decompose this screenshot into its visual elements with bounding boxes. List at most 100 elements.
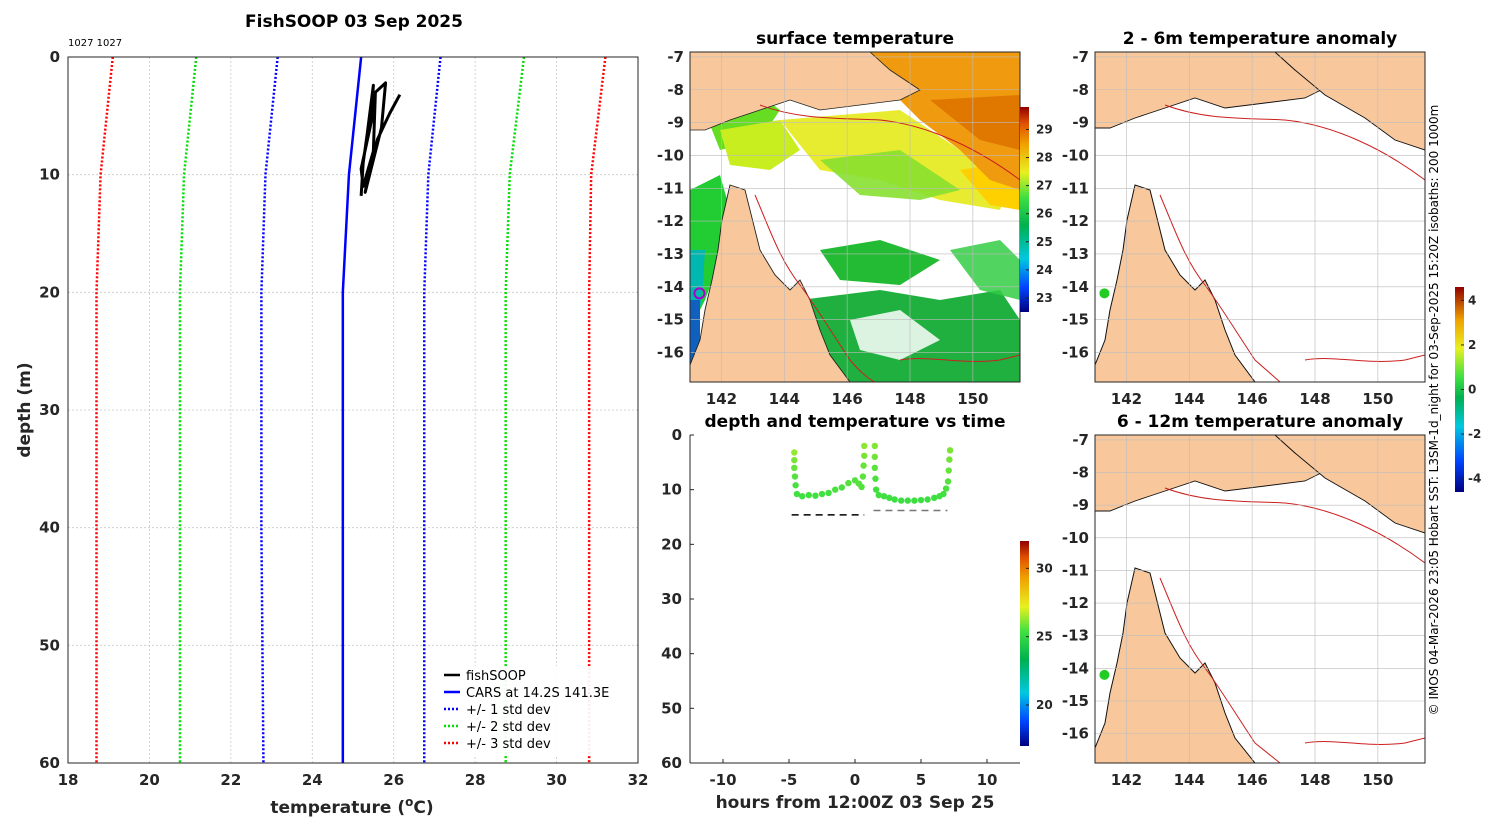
map-lat-label: -11 (1062, 561, 1089, 579)
map-lon-label: 144 (769, 390, 800, 408)
timeseries-colorbar-label: 25 (1036, 630, 1053, 644)
map-lon-label: 142 (706, 390, 737, 408)
sst-patch-warm-yellow (720, 120, 800, 170)
profile-ytick-label: 0 (50, 48, 60, 66)
timeseries-point-0 (818, 490, 826, 498)
profile-series-line-4-upper (587, 56, 607, 763)
map-lon-label: 146 (831, 390, 862, 408)
timeseries-point-1 (871, 464, 878, 471)
map-lon-label: 144 (1174, 390, 1205, 408)
timeseries-point-0 (791, 449, 798, 456)
timeseries-plot: depth and temperature vs time -10 -5 0 5 10 0… (661, 412, 1053, 813)
legend-item-fishsoop: fishSOOP (466, 669, 526, 684)
profile-xlabel: temperature (oC) (270, 795, 433, 818)
anomaly-colorbar-label: 2 (1468, 338, 1476, 352)
timeseries-ytick-label: 40 (661, 645, 682, 663)
sst-colorbar (1020, 107, 1029, 312)
timeseries-point-0 (793, 490, 801, 498)
map-lon-label: 150 (957, 390, 988, 408)
sst-colorbar-label: 28 (1036, 151, 1053, 165)
timeseries-point-1 (931, 494, 938, 502)
timeseries-point-1 (940, 490, 947, 498)
timeseries-point-1 (942, 485, 950, 492)
anomaly-colorbar-label: -4 (1468, 472, 1481, 486)
anomaly-map-6-12m: 6 - 12m temperature anomaly 142 144 146 148… (1062, 412, 1426, 789)
profile-ticks: 18 20 22 24 26 28 30 32 0 10 20 30 40 50 60 (39, 48, 648, 789)
timeseries-xtick-label: 0 (850, 771, 860, 789)
sst-colorbar-label: 29 (1036, 122, 1053, 136)
map-lat-label: -8 (667, 81, 684, 99)
map-lat-label: -8 (1072, 464, 1089, 482)
map-lat-label: -7 (1072, 48, 1089, 66)
timeseries-point-0 (791, 473, 799, 480)
profile-xtick-label: 24 (302, 771, 323, 789)
anom1-land-cape-york (1095, 184, 1256, 382)
map-lat-label: -13 (1062, 627, 1089, 645)
timeseries-ytick-label: 30 (661, 590, 682, 608)
sst-colorbar-label: 23 (1036, 291, 1053, 305)
profile-series-line-3 (178, 56, 198, 763)
timeseries-point-0 (861, 442, 868, 450)
profile-ytick-label: 50 (39, 636, 60, 654)
timeseries-ytick-label: 10 (661, 481, 682, 499)
map-lat-label: -16 (1062, 343, 1089, 361)
timeseries-point-1 (872, 486, 880, 493)
anom2-isobath-south (1304, 737, 1425, 745)
timeseries-point-1 (880, 493, 888, 500)
map-lon-label: 142 (1111, 390, 1142, 408)
map-lat-label: -13 (657, 245, 684, 263)
profile-series-line-1 (341, 56, 363, 763)
sst-map: surface temperature (657, 29, 1053, 408)
map-lat-label: -12 (1062, 212, 1089, 230)
timeseries-point-1 (872, 475, 879, 482)
timeseries-point-0 (799, 493, 806, 500)
timeseries-colorbar-label: 20 (1036, 698, 1053, 712)
sst-colorbar-label: 26 (1036, 207, 1053, 221)
timeseries-point-0 (838, 484, 845, 491)
profile-subtitle: 1027 1027 (68, 38, 122, 49)
sst-fishing-location-marker (693, 287, 706, 300)
timeseries-point-0 (805, 491, 812, 499)
profile-ylabel: depth (m) (15, 362, 35, 457)
timeseries-colorbar-ticks: 20 25 30 (1026, 561, 1053, 712)
anomaly-colorbar-ticks: 4 2 0 -2 -4 (1461, 293, 1481, 486)
timeseries-point-1 (871, 453, 878, 461)
timeseries-point-1 (904, 497, 911, 504)
anom2-isobath-coastal (1159, 577, 1281, 763)
timeseries-xtick-label: 5 (916, 771, 926, 789)
timeseries-xtick-label: 10 (977, 771, 998, 789)
timeseries-point-1 (886, 494, 893, 502)
timeseries-point-0 (860, 462, 867, 469)
anomaly-map-2-6m: 2 - 6m temperature anomaly 142 144 146 148 1… (1062, 29, 1481, 492)
map-lat-label: -8 (1072, 81, 1089, 99)
profile-ytick-label: 30 (39, 401, 60, 419)
sst-title: surface temperature (756, 29, 954, 49)
profile-series-line-4 (95, 56, 115, 763)
map-lat-label: -14 (1062, 659, 1089, 677)
timeseries-point-0 (845, 479, 852, 487)
profile-series-line-3-upper (504, 56, 526, 763)
timeseries-point-0 (812, 492, 819, 499)
timeseries-point-1 (875, 491, 882, 499)
map-lon-label: 142 (1111, 771, 1142, 789)
side-caption: © IMOS 04-Mar-2026 23:05 Hobart SST: L3S… (1427, 105, 1441, 716)
sst-isobath-south (899, 354, 1020, 362)
map-lat-label: -12 (1062, 594, 1089, 612)
map-lon-label: 148 (1299, 771, 1330, 789)
timeseries-point-0 (832, 486, 839, 493)
timeseries-ticks: -10 -5 0 5 10 0 10 20 30 40 50 60 (661, 426, 1020, 789)
map-lon-label: 144 (1174, 771, 1205, 789)
profile-series (95, 56, 607, 764)
anom1-ticks: 142 144 146 148 150 -7 -8 -9 -10 -11 -12 -13 -14 -15 -… (1062, 48, 1394, 408)
profile-xtick-label: 30 (546, 771, 567, 789)
timeseries-point-0 (791, 464, 798, 471)
sst-land-png (690, 52, 921, 131)
timeseries-point-1 (924, 496, 931, 503)
timeseries-xlabel: hours from 12:00Z 03 Sep 25 (716, 793, 995, 813)
anom2-axes-box (1094, 434, 1426, 764)
anom1-axes-box (1094, 51, 1426, 383)
anom1-grid (1095, 52, 1425, 382)
map-lat-label: -9 (667, 114, 684, 132)
profile-ytick-label: 20 (39, 283, 60, 301)
